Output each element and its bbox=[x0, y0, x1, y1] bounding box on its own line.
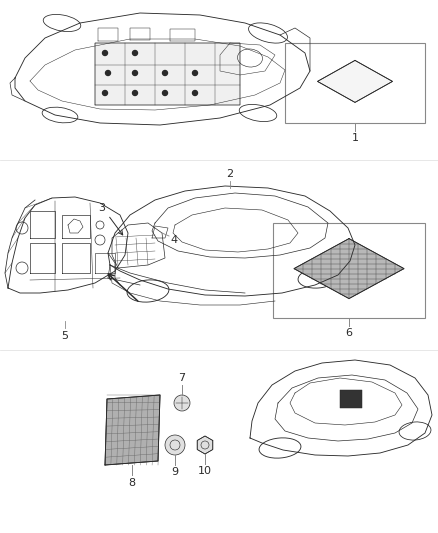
Circle shape bbox=[165, 435, 184, 455]
Bar bbox=[272, 223, 424, 318]
Polygon shape bbox=[197, 436, 212, 454]
Circle shape bbox=[102, 91, 107, 95]
Text: 3: 3 bbox=[98, 203, 105, 213]
Text: 4: 4 bbox=[170, 235, 177, 245]
Circle shape bbox=[105, 70, 110, 76]
Text: 5: 5 bbox=[61, 331, 68, 341]
Text: 2: 2 bbox=[226, 169, 233, 179]
Bar bbox=[284, 43, 424, 123]
Circle shape bbox=[132, 51, 137, 55]
Circle shape bbox=[162, 70, 167, 76]
Text: 10: 10 bbox=[198, 466, 212, 476]
Circle shape bbox=[162, 91, 167, 95]
Text: 8: 8 bbox=[128, 478, 135, 488]
Text: 9: 9 bbox=[171, 467, 178, 477]
Circle shape bbox=[192, 91, 197, 95]
Circle shape bbox=[192, 70, 197, 76]
Polygon shape bbox=[317, 60, 392, 102]
Bar bbox=[339, 390, 361, 408]
Polygon shape bbox=[293, 239, 403, 298]
Polygon shape bbox=[105, 395, 159, 465]
Circle shape bbox=[173, 395, 190, 411]
Text: 7: 7 bbox=[178, 373, 185, 383]
Polygon shape bbox=[95, 43, 240, 105]
Circle shape bbox=[132, 91, 137, 95]
Text: 6: 6 bbox=[345, 328, 352, 338]
Circle shape bbox=[132, 70, 137, 76]
Circle shape bbox=[102, 51, 107, 55]
Text: 1: 1 bbox=[351, 133, 358, 143]
